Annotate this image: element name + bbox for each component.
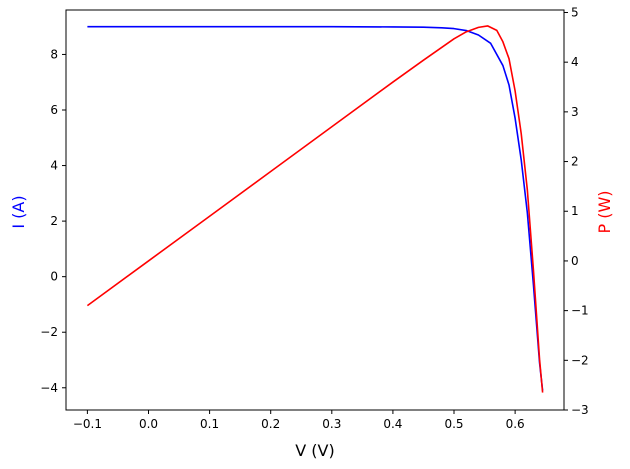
right-y-tick-label: −3 — [571, 403, 589, 417]
right-y-tick-label: 2 — [571, 155, 579, 169]
right-y-tick-label: 3 — [571, 105, 579, 119]
x-tick-label: 0.5 — [444, 417, 463, 431]
left-y-axis-ticks: −4 −2 0 2 4 6 8 — [40, 47, 66, 395]
left-y-tick-label: 0 — [50, 270, 58, 284]
left-y-tick-label: 4 — [50, 159, 58, 173]
right-y-tick-label: 0 — [571, 254, 579, 268]
right-y-axis-ticks: −3 −2 −1 0 1 2 3 4 5 — [564, 5, 589, 417]
x-tick-label: 0.2 — [261, 417, 280, 431]
left-y-axis-label: I (A) — [9, 195, 28, 228]
x-tick-label: 0.6 — [506, 417, 525, 431]
plot-lines — [86, 25, 544, 393]
x-tick-label: 0.3 — [322, 417, 341, 431]
current-series-line — [87, 25, 544, 391]
right-y-tick-label: −2 — [571, 353, 589, 367]
x-tick-label: 0.4 — [383, 417, 402, 431]
x-axis-label: V (V) — [295, 441, 334, 460]
x-tick-label: 0.0 — [139, 417, 158, 431]
left-y-tick-label: 6 — [50, 103, 58, 117]
right-y-tick-label: 5 — [571, 5, 579, 19]
right-y-tick-label: 4 — [571, 55, 579, 69]
right-y-axis-label: P (W) — [595, 190, 614, 233]
left-y-tick-label: −2 — [40, 325, 58, 339]
x-tick-label: −0.1 — [73, 417, 102, 431]
plot-frame — [65, 9, 565, 411]
power-series-line — [86, 25, 544, 393]
left-y-tick-label: 2 — [50, 214, 58, 228]
left-y-tick-label: 8 — [50, 47, 58, 61]
x-axis-ticks: −0.1 0.0 0.1 0.2 0.3 0.4 0.5 0.6 — [73, 410, 525, 431]
right-y-tick-label: −1 — [571, 304, 589, 318]
x-tick-label: 0.1 — [200, 417, 219, 431]
right-y-tick-label: 1 — [571, 204, 579, 218]
left-y-tick-label: −4 — [40, 381, 58, 395]
